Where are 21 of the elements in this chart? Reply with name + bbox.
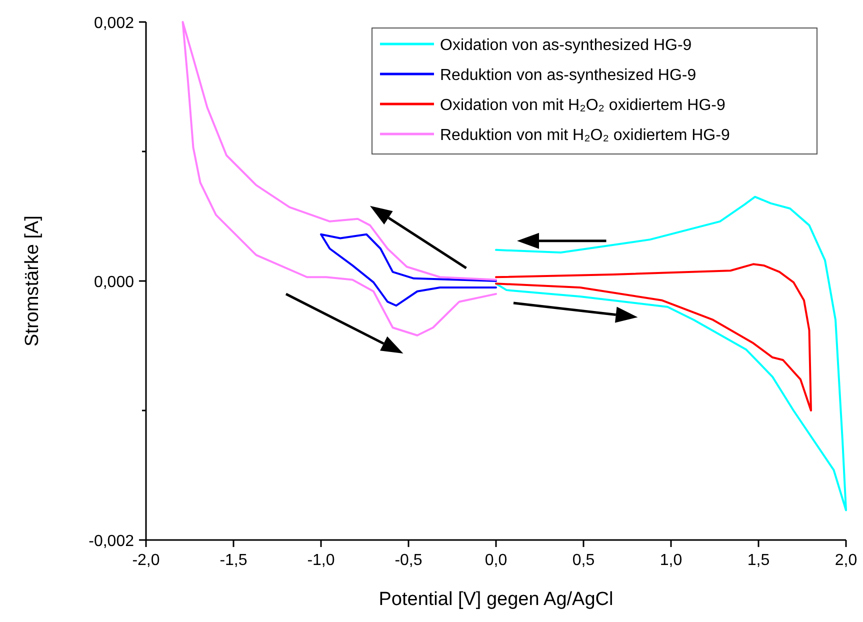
legend-label: Reduktion von mit H₂O₂ oxidiertem HG-9 bbox=[440, 127, 730, 144]
y-tick-label: 0,002 bbox=[94, 15, 134, 32]
y-tick-label: -0,002 bbox=[88, 533, 134, 550]
x-tick-label: 2,0 bbox=[834, 552, 858, 569]
legend-label: Oxidation von mit H₂O₂ oxidiertem HG-9 bbox=[440, 97, 726, 114]
line-series bbox=[495, 263, 812, 412]
x-tick-label: -1,0 bbox=[307, 552, 335, 569]
legend-label: Reduktion von as-synthesized HG-9 bbox=[440, 67, 696, 84]
x-tick-label: 0,0 bbox=[484, 552, 508, 569]
x-tick-label: -2,0 bbox=[132, 552, 160, 569]
legend-label: Oxidation von as-synthesized HG-9 bbox=[440, 37, 692, 54]
y-axis-title: Stromstärke [A] bbox=[22, 216, 43, 346]
x-tick-label: -0,5 bbox=[394, 552, 422, 569]
x-tick-label: 1,5 bbox=[747, 552, 770, 569]
x-tick-label: -1,5 bbox=[220, 552, 248, 569]
x-tick-label: 0,5 bbox=[572, 552, 595, 569]
x-axis-title: Potential [V] gegen Ag/AgCl bbox=[378, 589, 614, 610]
line-series bbox=[320, 233, 497, 307]
line-series bbox=[495, 196, 847, 512]
x-tick-label: 1,0 bbox=[660, 552, 682, 569]
y-tick-label: 0,000 bbox=[94, 274, 134, 291]
